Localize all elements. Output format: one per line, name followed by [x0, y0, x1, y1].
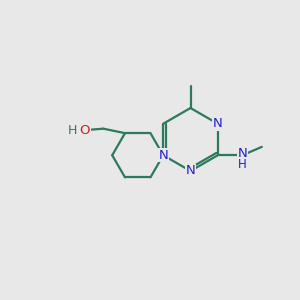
Text: N: N: [213, 117, 223, 130]
Text: N: N: [158, 149, 168, 162]
Text: H: H: [68, 124, 77, 137]
Text: H: H: [238, 158, 247, 171]
Text: N: N: [238, 147, 247, 160]
Text: O: O: [80, 124, 90, 137]
Text: N: N: [186, 164, 195, 178]
